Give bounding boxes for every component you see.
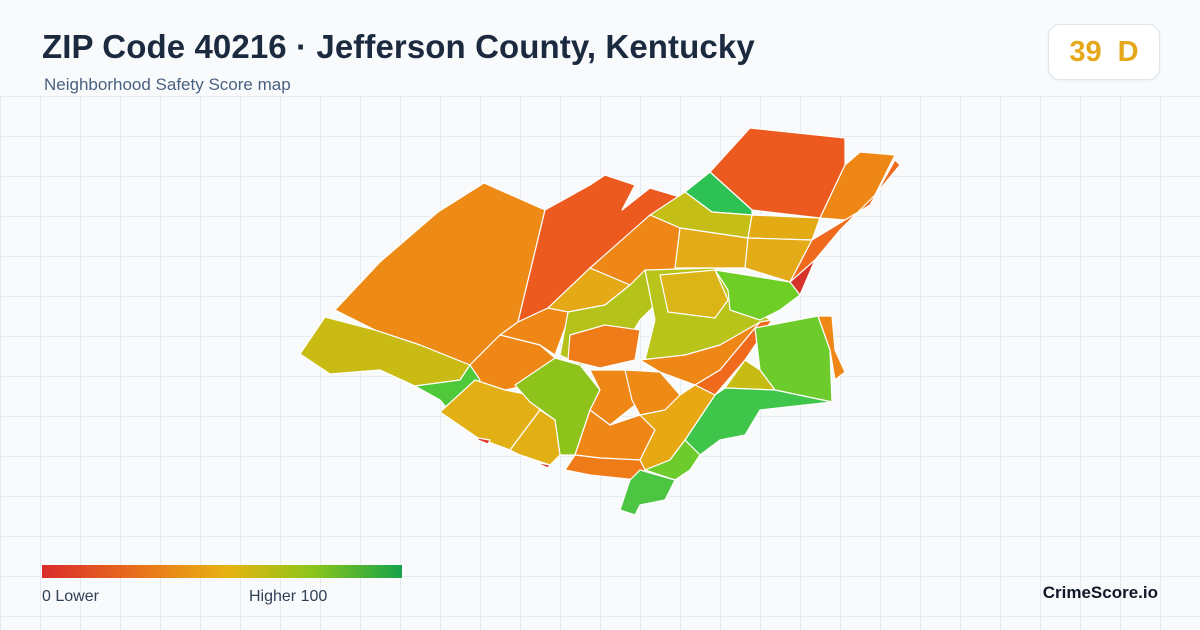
map-region[interactable] bbox=[509, 409, 561, 466]
score-value: 39 bbox=[1069, 35, 1102, 68]
page-subtitle: Neighborhood Safety Score map bbox=[44, 75, 291, 94]
map-region[interactable] bbox=[619, 469, 676, 516]
map-region[interactable] bbox=[477, 437, 491, 445]
map-region[interactable] bbox=[659, 269, 729, 319]
map-region[interactable] bbox=[817, 315, 846, 381]
map-region[interactable] bbox=[714, 269, 801, 321]
page-title: ZIP Code 40216 · Jefferson County, Kentu… bbox=[42, 28, 755, 65]
map-region[interactable] bbox=[414, 364, 481, 413]
header bbox=[0, 0, 1200, 96]
legend-gradient-bar bbox=[42, 565, 402, 578]
score-badge: 39 D bbox=[1048, 24, 1160, 80]
map-region[interactable] bbox=[564, 454, 646, 481]
score-grade: D bbox=[1117, 35, 1139, 68]
brand-logo[interactable]: CrimeScore.io bbox=[1042, 583, 1158, 602]
map-region[interactable] bbox=[567, 324, 641, 369]
map-region[interactable] bbox=[534, 461, 551, 469]
legend-low-label: 0 Lower bbox=[42, 588, 99, 605]
map-region[interactable] bbox=[747, 214, 821, 241]
legend-high-label: Higher 100 bbox=[249, 588, 328, 605]
